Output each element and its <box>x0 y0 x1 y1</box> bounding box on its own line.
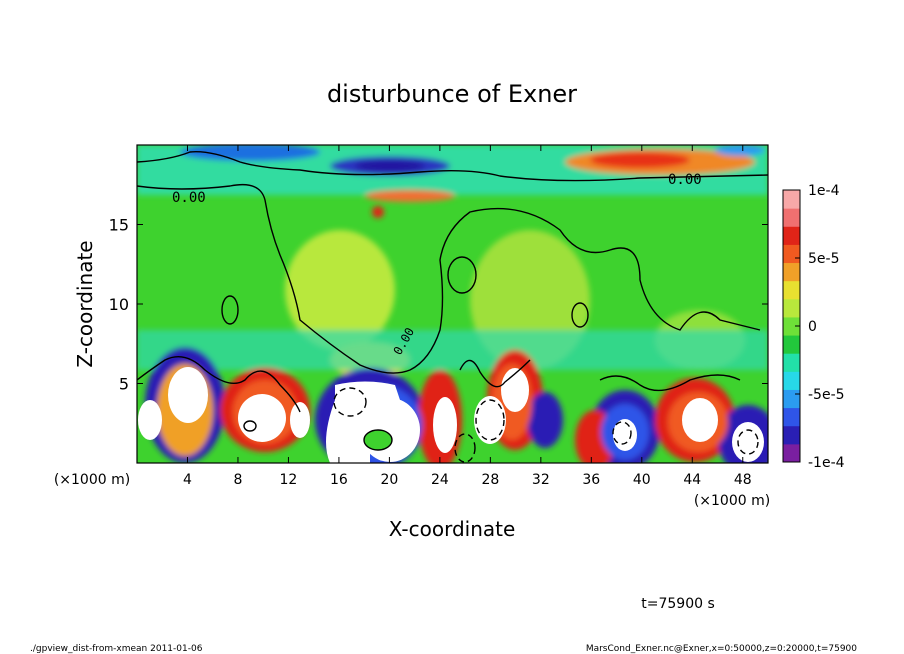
colorbar-swatch <box>783 190 800 209</box>
contour-lines <box>137 151 768 451</box>
top-blue-cell-right <box>715 145 765 156</box>
colorbar-tick-label: -1e-4 <box>808 455 845 471</box>
y-tick-label: 10 <box>109 295 129 314</box>
contour-label-left: 0.00 <box>172 190 206 206</box>
white-core-3 <box>238 394 286 442</box>
colorbar-swatch <box>783 316 800 336</box>
colorbar-swatch <box>783 425 800 445</box>
x-unit-left: (×1000 m) <box>54 472 130 488</box>
white-core-9 <box>474 396 506 444</box>
white-core-11 <box>682 398 718 442</box>
colorbar-swatch <box>783 335 800 354</box>
x-tick-label: 12 <box>280 472 298 488</box>
yellow-patch-center <box>285 230 395 350</box>
colorbar-ticks: 1e-4 5e-5 0 -5e-5 -1e-4 <box>795 183 845 471</box>
footer-left: ./gpview_dist-from-xmean 2011-01-06 <box>30 644 203 654</box>
colorbar <box>783 190 800 463</box>
green-spot-bottom <box>364 430 392 450</box>
x-tick-label: 20 <box>380 472 398 488</box>
colorbar-swatch <box>783 407 800 427</box>
contour-loop-5 <box>243 420 257 432</box>
white-core-10 <box>613 419 637 451</box>
colorbar-swatch <box>783 389 800 409</box>
colorbar-tick-label: -5e-5 <box>808 387 845 403</box>
y-tick-label: 5 <box>119 375 129 394</box>
colorbar-swatch <box>783 244 800 264</box>
dashed-loop-4 <box>737 429 759 455</box>
colorbar-swatch <box>783 298 800 318</box>
x-axis-label: X-coordinate <box>389 517 516 541</box>
x-tick-label: 48 <box>734 472 752 488</box>
colorbar-swatch <box>783 262 800 282</box>
x-unit-right: (×1000 m) <box>694 493 770 509</box>
x-tick-label: 24 <box>431 472 449 488</box>
red-spot <box>372 206 384 218</box>
white-core-4 <box>290 402 310 438</box>
x-axis: 4 8 12 16 20 24 28 32 36 40 44 48 <box>183 145 752 488</box>
contour-loop-1 <box>221 295 239 325</box>
dashed-loop-2 <box>475 399 505 441</box>
white-core-2 <box>138 400 162 440</box>
colorbar-swatch <box>783 371 800 390</box>
contour-label-right: 0.00 <box>668 172 702 188</box>
colorbar-swatch <box>783 443 800 463</box>
white-core-6 <box>360 398 420 462</box>
x-tick-label: 36 <box>582 472 600 488</box>
colorbar-swatch <box>783 353 800 372</box>
x-tick-label: 28 <box>481 472 499 488</box>
y-tick-label: 15 <box>109 216 129 235</box>
dashed-loop-1 <box>333 387 367 417</box>
contour-loop-4 <box>363 429 393 451</box>
x-tick-label: 16 <box>330 472 348 488</box>
y-axis-label: Z-coordinate <box>73 240 97 367</box>
x-tick-label: 8 <box>233 472 242 488</box>
footer-right: MarsCond_Exner.nc@Exner,x=0:50000,z=0:20… <box>586 644 857 654</box>
y-axis: 5 10 15 <box>109 216 768 394</box>
time-annotation: t=75900 s <box>641 596 715 612</box>
colorbar-tick-label: 1e-4 <box>808 183 840 199</box>
dashed-loop-3 <box>612 421 632 445</box>
top-blue-core <box>355 160 425 172</box>
colorbar-swatch <box>783 226 800 245</box>
white-core-12 <box>732 422 764 462</box>
white-core-7 <box>433 397 457 453</box>
contour-lower-right <box>599 374 741 392</box>
x-tick-label: 32 <box>532 472 550 488</box>
colorbar-tick-label: 0 <box>808 319 817 335</box>
x-tick-label: 44 <box>683 472 701 488</box>
chart-title: disturbunce of Exner <box>327 80 577 108</box>
lower-cyan-band <box>137 330 768 370</box>
colorbar-swatch <box>783 280 800 300</box>
white-core-1 <box>168 367 208 423</box>
top-blue-cell-left <box>180 145 320 161</box>
x-tick-label: 4 <box>183 472 192 488</box>
heatmap-field: 0.00 0.00 0.00 <box>137 145 768 463</box>
dashed-loop-5 <box>454 433 476 463</box>
contour-loop-2 <box>447 256 477 294</box>
orange-cell-mid-top <box>365 190 455 202</box>
contour-lower-mid <box>459 359 531 388</box>
contour-dashed <box>333 387 759 463</box>
x-tick-label: 40 <box>633 472 651 488</box>
contour-zero-top <box>137 151 768 182</box>
contour-lower-left <box>137 356 301 413</box>
contour-zero-mid <box>137 183 761 374</box>
colorbar-swatch <box>783 208 800 227</box>
top-red-core-right <box>590 152 690 168</box>
colorbar-tick-label: 5e-5 <box>808 251 839 267</box>
ring-outer-6 <box>527 392 563 448</box>
contour-loop-3 <box>571 302 589 328</box>
